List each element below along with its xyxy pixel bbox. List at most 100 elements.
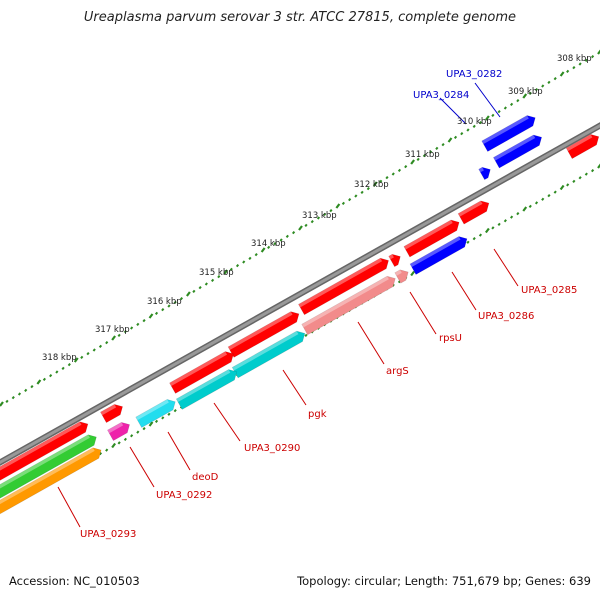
gene-label[interactable]: rpsU bbox=[439, 333, 462, 344]
gene-highlight bbox=[0, 447, 95, 508]
scale-dot bbox=[360, 190, 364, 194]
gene-label[interactable]: pgk bbox=[308, 409, 327, 420]
scale-dot bbox=[279, 238, 283, 242]
scale-dot bbox=[484, 227, 490, 234]
scale-dot bbox=[553, 190, 557, 194]
scale-dot bbox=[55, 370, 59, 374]
gene-shape bbox=[135, 399, 176, 428]
gene-arrow-red[interactable] bbox=[457, 198, 492, 225]
gene-bar-orange[interactable] bbox=[0, 445, 104, 516]
genome-summary: Topology: circular; Length: 751,679 bp; … bbox=[297, 574, 591, 588]
gene-bar-green[interactable] bbox=[0, 432, 99, 501]
scale-dot bbox=[522, 93, 528, 99]
gene-label[interactable]: UPA3_0284 bbox=[413, 90, 469, 101]
gene-label[interactable]: UPA3_0290 bbox=[244, 443, 300, 454]
gene-label[interactable]: argS bbox=[386, 366, 409, 377]
scale-dot bbox=[391, 172, 395, 176]
scale-dot bbox=[173, 409, 177, 413]
gene-shape bbox=[0, 447, 102, 516]
scale-dot bbox=[528, 204, 532, 209]
scale-dot bbox=[179, 297, 184, 301]
scale-dot bbox=[42, 377, 46, 381]
callout-line bbox=[451, 271, 477, 311]
scale-dot bbox=[453, 135, 458, 139]
scale-dot bbox=[528, 91, 532, 95]
scale-dot bbox=[435, 146, 439, 150]
scale-dot bbox=[503, 219, 507, 223]
scale-dot bbox=[472, 124, 476, 128]
gene-bar-cyan[interactable] bbox=[231, 328, 308, 379]
scale-dot bbox=[323, 212, 327, 216]
scale-dot bbox=[86, 352, 90, 356]
scale-dot bbox=[229, 267, 233, 271]
gene-arrow-red[interactable] bbox=[0, 419, 91, 484]
gene-arrow-blue[interactable] bbox=[481, 113, 538, 152]
gene-label[interactable]: UPA3_0282 bbox=[446, 69, 502, 80]
scale-dot bbox=[291, 231, 296, 235]
scale-dot bbox=[161, 308, 165, 312]
scale-dot bbox=[478, 121, 483, 125]
scale-dot bbox=[235, 264, 240, 268]
scale-tick-label: 310 kbp bbox=[457, 117, 492, 127]
gene-arrow-red[interactable] bbox=[298, 255, 391, 316]
scale-dot bbox=[204, 282, 208, 286]
scale-dot bbox=[410, 270, 416, 277]
gene-bar-cyan[interactable] bbox=[135, 396, 178, 428]
gene-highlight bbox=[100, 404, 117, 416]
gene-arrow-blue[interactable] bbox=[409, 234, 470, 275]
accession-label: Accession: NC_010503 bbox=[9, 574, 140, 588]
gene-highlight bbox=[458, 200, 483, 217]
callout-line bbox=[282, 369, 307, 406]
scale-dot bbox=[516, 211, 520, 216]
scale-dot bbox=[30, 385, 34, 389]
callout-line bbox=[409, 291, 437, 335]
scale-dot bbox=[154, 419, 159, 424]
scale-dot bbox=[273, 242, 277, 246]
scale-dot bbox=[584, 58, 588, 62]
gene-arrow-red[interactable] bbox=[169, 349, 237, 394]
scale-tick-label: 314 kbp bbox=[251, 239, 286, 249]
gene-highlight bbox=[135, 399, 169, 421]
scale-dot bbox=[541, 84, 545, 88]
gene-shape bbox=[169, 351, 234, 394]
gene-shape bbox=[301, 275, 396, 336]
gene-bar-cyan[interactable] bbox=[175, 367, 239, 410]
scale-dot bbox=[67, 363, 71, 367]
scale-dot bbox=[559, 71, 565, 77]
scale-dot bbox=[466, 128, 470, 132]
scale-dot bbox=[0, 401, 4, 407]
scale-dot bbox=[117, 441, 121, 445]
scale-dot bbox=[590, 55, 595, 59]
scale-dot bbox=[198, 286, 202, 290]
scale-dot bbox=[167, 412, 171, 416]
scale-dot bbox=[466, 240, 470, 244]
gene-arrow-blue[interactable] bbox=[492, 132, 544, 169]
gene-bar-pink[interactable] bbox=[394, 267, 411, 284]
gene-bar-magenta[interactable] bbox=[107, 419, 132, 442]
gene-arrow-red[interactable] bbox=[403, 217, 462, 258]
scale-dot bbox=[447, 137, 453, 143]
gene-label[interactable]: UPA3_0292 bbox=[156, 490, 212, 501]
scale-dot bbox=[429, 150, 433, 154]
gene-arrow-red[interactable] bbox=[565, 131, 600, 159]
gene-label[interactable]: deoD bbox=[192, 472, 219, 483]
gene-bar-pink[interactable] bbox=[301, 273, 398, 336]
scale-dot bbox=[254, 253, 258, 257]
gene-arrow-blue[interactable] bbox=[478, 164, 494, 181]
gene-label[interactable]: UPA3_0293 bbox=[80, 529, 136, 540]
scale-dot bbox=[354, 194, 358, 198]
gene-highlight bbox=[410, 236, 461, 268]
gene-arrow-red[interactable] bbox=[100, 401, 125, 424]
scale-dot bbox=[397, 168, 402, 172]
scale-dot bbox=[547, 194, 551, 198]
scale-dot bbox=[341, 201, 345, 205]
gene-arrow-red[interactable] bbox=[388, 251, 404, 268]
gene-label[interactable]: UPA3_0286 bbox=[478, 311, 534, 322]
gene-label[interactable]: UPA3_0285 bbox=[521, 285, 577, 296]
label-callouts: UPA3_0282 UPA3_0284 UPA3_0285 UPA3_0286 rpsU… bbox=[57, 69, 577, 540]
scale-dot bbox=[516, 99, 520, 103]
scale-dot bbox=[211, 278, 215, 282]
gene-highlight bbox=[566, 134, 593, 152]
scale-dot bbox=[11, 396, 15, 400]
